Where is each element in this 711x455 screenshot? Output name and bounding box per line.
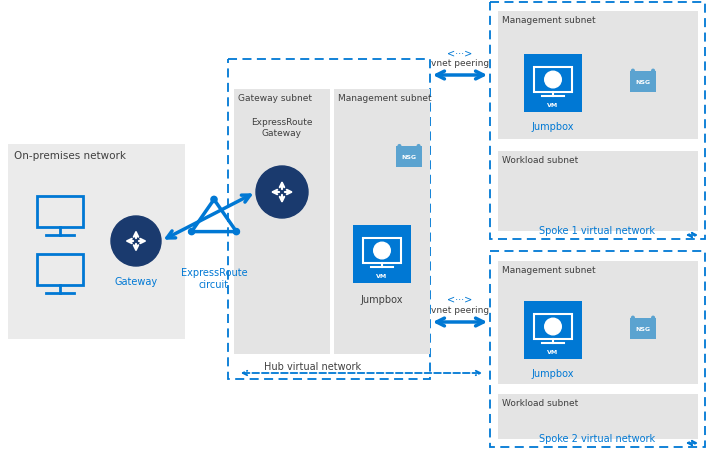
Bar [534, 68, 572, 92]
Text: ExpressRoute
circuit: ExpressRoute circuit [181, 268, 247, 289]
Bar [234, 90, 330, 354]
Text: VM: VM [547, 103, 559, 108]
Bar [334, 90, 430, 354]
Text: vnet peering: vnet peering [431, 305, 489, 314]
Bar [498, 12, 698, 140]
Bar [534, 315, 572, 339]
Bar [498, 152, 698, 232]
Text: Management subnet: Management subnet [502, 265, 596, 274]
Bar [228, 60, 430, 379]
Circle shape [374, 243, 390, 259]
Bar [397, 147, 422, 167]
Bar [498, 262, 698, 384]
Text: Hub virtual network: Hub virtual network [264, 361, 362, 371]
Bar [498, 394, 698, 439]
Text: Gateway: Gateway [114, 276, 158, 286]
Bar [524, 55, 582, 113]
Text: VM: VM [376, 273, 387, 278]
Circle shape [211, 197, 217, 203]
Text: ExpressRoute
Gateway: ExpressRoute Gateway [251, 118, 313, 138]
Bar [630, 71, 656, 93]
Text: NSG: NSG [636, 326, 651, 331]
Text: On-premises network: On-premises network [14, 151, 126, 161]
Text: VM: VM [547, 349, 559, 354]
Text: Jumpbox: Jumpbox [532, 368, 574, 378]
Circle shape [256, 167, 308, 218]
Text: Jumpbox: Jumpbox [360, 294, 403, 304]
Text: Gateway subnet: Gateway subnet [238, 94, 312, 103]
Text: Workload subnet: Workload subnet [502, 156, 578, 165]
Bar [490, 3, 705, 239]
Circle shape [111, 217, 161, 267]
Text: Management subnet: Management subnet [338, 94, 432, 103]
Bar [524, 301, 582, 359]
Circle shape [545, 318, 561, 335]
Bar [37, 196, 83, 228]
Circle shape [545, 72, 561, 89]
Text: vnet peering: vnet peering [431, 59, 489, 68]
Bar [490, 252, 705, 447]
Text: Jumpbox: Jumpbox [532, 122, 574, 131]
Bar [630, 318, 656, 339]
Bar [8, 145, 185, 339]
Text: Spoke 1 virtual network: Spoke 1 virtual network [539, 226, 655, 236]
Text: Management subnet: Management subnet [502, 16, 596, 25]
Text: <···>: <···> [447, 48, 473, 58]
Text: <···>: <···> [447, 294, 473, 304]
Bar [37, 254, 83, 285]
Bar [363, 239, 401, 263]
Text: NSG: NSG [402, 154, 417, 159]
Text: Workload subnet: Workload subnet [502, 398, 578, 407]
Circle shape [188, 229, 195, 235]
Text: NSG: NSG [636, 80, 651, 85]
Circle shape [233, 229, 240, 235]
Bar [353, 226, 411, 283]
Text: Spoke 2 virtual network: Spoke 2 virtual network [539, 433, 655, 443]
